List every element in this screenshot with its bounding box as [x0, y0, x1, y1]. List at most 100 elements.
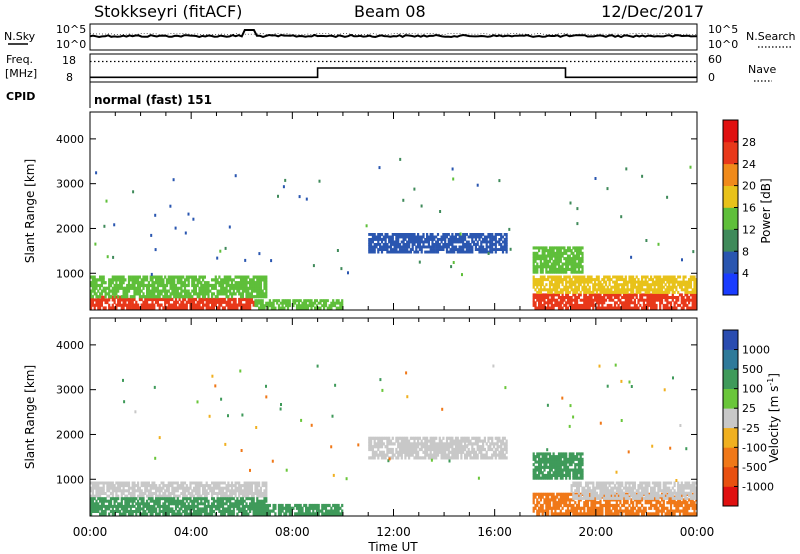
- heatmap-cell: [305, 299, 308, 303]
- heatmap-cell: [144, 283, 147, 288]
- heatmap-cell: [626, 509, 629, 513]
- heatmap-cell: [501, 235, 505, 239]
- heatmap-cell: [483, 238, 486, 241]
- heatmap-cell: [292, 304, 295, 308]
- heatmap-cell: [541, 288, 544, 292]
- heatmap-cell: [561, 301, 564, 305]
- heatmap-cell: [108, 295, 111, 299]
- heatmap-cell: [565, 306, 568, 310]
- heatmap-cell: [655, 280, 658, 284]
- heatmap-cell: [673, 306, 676, 310]
- heatmap-cell: [270, 301, 273, 305]
- heatmap-cell: [617, 503, 620, 508]
- heatmap-cell: [556, 257, 559, 261]
- heatmap-cell: [566, 254, 570, 258]
- heatmap-cell: [458, 240, 461, 244]
- heatmap-cell: [129, 297, 132, 302]
- heatmap-cell: [491, 235, 494, 239]
- heatmap-cell: [632, 280, 635, 284]
- heatmap-cell: [561, 270, 564, 274]
- heatmap-cell: [239, 489, 243, 493]
- heatmap-cell: [117, 301, 120, 305]
- heatmap-cell: [259, 281, 262, 285]
- heatmap-cell: [200, 281, 203, 285]
- heatmap-cell: [491, 240, 494, 244]
- heatmap-cell: [550, 298, 553, 302]
- heatmap-cell: [185, 283, 188, 288]
- heatmap-cell: [162, 278, 165, 282]
- heatmap-cell: [684, 293, 687, 297]
- heatmap-cell: [427, 245, 430, 249]
- heatmap-cell: [294, 299, 297, 303]
- heatmap-cell: [146, 278, 149, 282]
- heatmap-cell: [452, 177, 455, 181]
- heatmap-cell: [247, 300, 250, 304]
- nave-tick-top: 60: [708, 53, 722, 66]
- heatmap-cell: [451, 235, 454, 239]
- heatmap-cell: [657, 290, 660, 294]
- heatmap-cell: [680, 293, 683, 297]
- heatmap-cell: [666, 506, 669, 510]
- heatmap-cell: [218, 484, 221, 488]
- heatmap-cell: [229, 306, 232, 310]
- heatmap-cell: [178, 494, 181, 498]
- heatmap-cell: [238, 286, 241, 290]
- heatmap-cell: [539, 270, 542, 274]
- heatmap-cell: [595, 298, 598, 302]
- heatmap-cell: [620, 215, 623, 219]
- heatmap-cell: [603, 293, 606, 297]
- heatmap-cell: [628, 503, 631, 508]
- heatmap-cell: [565, 270, 568, 274]
- heatmap-cell: [588, 293, 591, 297]
- heatmap-cell: [420, 238, 423, 241]
- heatmap-cell: [131, 286, 134, 290]
- heatmap-cell: [154, 248, 157, 252]
- heatmap-cell: [447, 453, 450, 457]
- heatmap-cell: [335, 306, 338, 310]
- heatmap-cell: [594, 177, 597, 180]
- heatmap-cell: [214, 300, 217, 304]
- heatmap-cell: [563, 262, 566, 266]
- heatmap-cell: [146, 303, 149, 307]
- heatmap-cell: [149, 306, 152, 310]
- power-heatmap-cells: [90, 157, 698, 310]
- heatmap-cell: [577, 503, 580, 508]
- heatmap-cell: [268, 512, 271, 516]
- heatmap-cell: [536, 270, 539, 274]
- heatmap-cell: [574, 303, 577, 307]
- heatmap-cell: [655, 283, 658, 287]
- heatmap-cell: [156, 283, 159, 288]
- heatmap-cell: [301, 306, 304, 310]
- heatmap-cell: [626, 301, 629, 305]
- heatmap-cell: [536, 290, 539, 294]
- heatmap-cell: [494, 245, 497, 249]
- heatmap-cell: [657, 512, 660, 516]
- heatmap-cell: [212, 303, 215, 307]
- heatmap-cell: [485, 240, 488, 244]
- heatmap-cell: [462, 450, 465, 454]
- heatmap-cell: [127, 303, 131, 307]
- heatmap-cell: [393, 248, 396, 251]
- heatmap-cell: [431, 235, 434, 239]
- heatmap-cell: [386, 445, 389, 449]
- heatmap-cell: [294, 301, 297, 305]
- heatmap-cell: [543, 285, 546, 289]
- heatmap-cell: [205, 489, 208, 493]
- heatmap-cell: [391, 243, 394, 246]
- heatmap-cell: [586, 288, 589, 292]
- heatmap-cell: [579, 298, 582, 302]
- heatmap-cell: [183, 289, 187, 293]
- heatmap-cell: [373, 250, 376, 254]
- heatmap-cell: [626, 512, 629, 516]
- heatmap-cell: [594, 280, 597, 284]
- heatmap-cell: [173, 292, 176, 296]
- heatmap-cell: [310, 299, 313, 303]
- heatmap-cell: [632, 503, 635, 508]
- heatmap-cell: [196, 292, 199, 296]
- heatmap-cell: [368, 245, 371, 249]
- heatmap-cell: [117, 303, 120, 307]
- heatmap-cell: [622, 503, 626, 508]
- heatmap-cell: [668, 296, 671, 299]
- heatmap-cell: [187, 278, 190, 282]
- heatmap-cell: [160, 489, 163, 493]
